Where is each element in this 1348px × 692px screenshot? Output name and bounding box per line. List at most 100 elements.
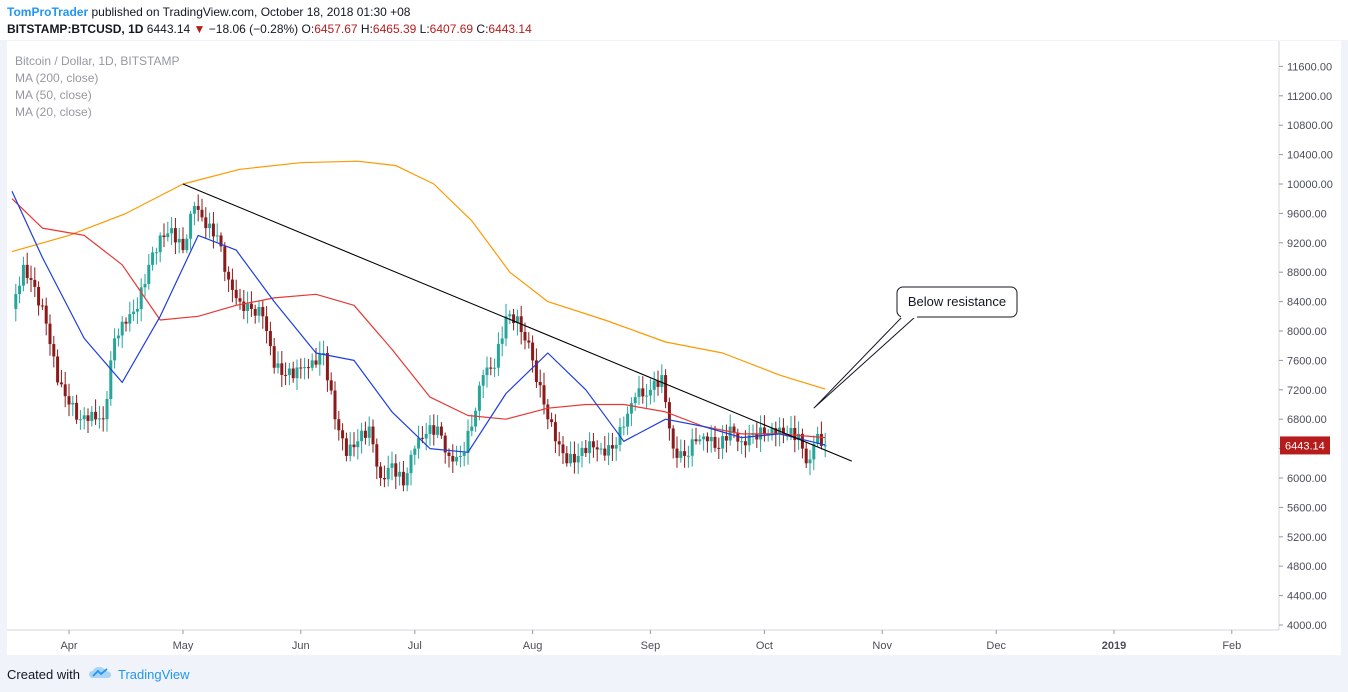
- candle-body: [740, 441, 744, 443]
- last-price-tag: [1280, 436, 1330, 455]
- open-label: O:: [301, 22, 315, 36]
- candle-body: [25, 264, 29, 279]
- candle-body: [428, 425, 432, 434]
- candle-body: [451, 455, 455, 462]
- candle-body: [401, 471, 405, 486]
- candle-body: [124, 321, 128, 324]
- candle-body: [246, 303, 250, 311]
- candle-body: [109, 360, 113, 400]
- candle-body: [622, 426, 626, 428]
- candle-body: [280, 363, 284, 375]
- candle-body: [591, 441, 595, 448]
- candle-body: [728, 426, 732, 441]
- candle-body: [82, 415, 86, 420]
- y-tick-label: 4800.00: [1287, 561, 1327, 573]
- callout-joint: [901, 315, 917, 318]
- ma20-line[interactable]: [11, 191, 826, 453]
- header-bar: TomProTrader published on TradingView.co…: [0, 0, 1348, 40]
- y-tick-label: 9600.00: [1287, 208, 1327, 220]
- candle-body: [557, 441, 561, 445]
- y-tick-label: 5600.00: [1287, 502, 1327, 514]
- candle-body: [496, 343, 500, 368]
- author-link[interactable]: TomProTrader: [7, 5, 89, 19]
- candle-body: [447, 452, 451, 456]
- y-tick-label: 7200.00: [1287, 385, 1327, 397]
- candle-body: [386, 467, 390, 480]
- candle-body: [550, 419, 554, 423]
- ma200-line[interactable]: [11, 160, 826, 390]
- candle-body: [553, 422, 557, 442]
- symbol-label: BITSTAMP:BTCUSD, 1D: [7, 22, 144, 36]
- legend-ma20[interactable]: MA (20, close): [15, 105, 92, 119]
- candle-body: [705, 436, 709, 442]
- candle-body: [436, 426, 440, 435]
- created-with-text: Created with: [7, 667, 80, 682]
- candle-body: [660, 375, 664, 387]
- candle-body: [793, 427, 797, 441]
- candle-body: [683, 451, 687, 456]
- candle-body: [819, 433, 823, 446]
- candle-body: [732, 426, 736, 433]
- resistance-trendline[interactable]: [182, 183, 853, 462]
- candle-body: [743, 441, 747, 446]
- candle-body: [143, 284, 147, 288]
- candle-body: [208, 223, 212, 229]
- candle-body: [390, 463, 394, 468]
- candle-body: [694, 439, 698, 442]
- candle-body: [515, 316, 519, 324]
- tradingview-cloud-icon[interactable]: [88, 666, 112, 683]
- candle-body: [641, 388, 645, 397]
- candle-body: [75, 402, 79, 420]
- y-tick-label: 8800.00: [1287, 267, 1327, 279]
- price-chart[interactable]: 4000.00 4400.00 4800.00 5200.00 5600.00 6000.…: [7, 41, 1341, 655]
- candle-body: [394, 463, 398, 477]
- candle-body: [531, 342, 535, 361]
- candle-body: [797, 433, 801, 441]
- legend-ma50[interactable]: MA (50, close): [15, 88, 92, 102]
- candle-body: [242, 301, 246, 311]
- candle-body: [633, 397, 637, 404]
- y-tick-label: 4400.00: [1287, 591, 1327, 603]
- candle-body: [166, 233, 170, 238]
- candle-body: [177, 238, 181, 243]
- candle-body: [215, 235, 219, 237]
- candle-body: [170, 228, 174, 234]
- candle-body: [276, 363, 280, 368]
- candle-body: [52, 344, 56, 357]
- published-text: published on TradingView.com, October 18…: [88, 5, 411, 19]
- candle-body: [508, 314, 512, 317]
- candle-body: [648, 389, 652, 396]
- y-tick-label: 8400.00: [1287, 297, 1327, 309]
- candle-body: [147, 264, 151, 285]
- tradingview-link[interactable]: TradingView: [117, 667, 190, 682]
- y-tick-label: 11600.00: [1287, 61, 1332, 73]
- candle-body: [762, 427, 766, 434]
- candle-body: [747, 435, 751, 446]
- candle-body: [458, 455, 462, 457]
- candle-body: [310, 360, 314, 368]
- candle-body: [470, 426, 474, 431]
- candle-body: [576, 455, 580, 463]
- candle-body: [48, 323, 52, 345]
- ma50-line[interactable]: [11, 198, 826, 439]
- callout-box[interactable]: [896, 286, 1018, 318]
- candle-body: [21, 264, 25, 286]
- candle-body: [610, 445, 614, 449]
- x-tick-label: Oct: [756, 640, 773, 652]
- candle-body: [135, 308, 139, 312]
- candle-body: [724, 436, 728, 441]
- candle-body: [363, 430, 367, 438]
- candle-body: [356, 441, 360, 448]
- x-tick-label: Dec: [986, 640, 1006, 652]
- legend-ma200[interactable]: MA (200, close): [15, 71, 99, 85]
- chart-panel[interactable]: 4000.00 4400.00 4800.00 5200.00 5600.00 6000.…: [7, 41, 1341, 655]
- candle-body: [265, 316, 269, 332]
- y-tick-label: 7600.00: [1287, 355, 1327, 367]
- candle-body: [375, 444, 379, 467]
- candle-body: [132, 311, 136, 315]
- candle-body: [751, 433, 755, 436]
- x-tick-label: 2019: [1102, 640, 1126, 652]
- x-tick-label: May: [173, 640, 194, 652]
- candle-body: [686, 455, 690, 457]
- candle-body: [736, 432, 740, 442]
